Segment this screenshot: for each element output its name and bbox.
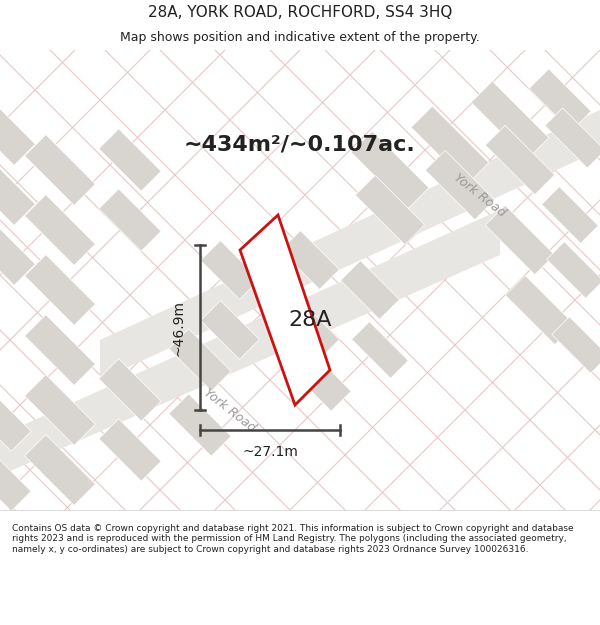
Polygon shape <box>281 231 340 289</box>
Polygon shape <box>25 314 95 386</box>
Text: Map shows position and indicative extent of the property.: Map shows position and indicative extent… <box>120 31 480 44</box>
Text: ~434m²/~0.107ac.: ~434m²/~0.107ac. <box>184 135 416 155</box>
Polygon shape <box>529 69 591 131</box>
Polygon shape <box>25 374 95 446</box>
Text: ~46.9m: ~46.9m <box>171 299 185 356</box>
Polygon shape <box>25 194 95 266</box>
Text: 28A, YORK ROAD, ROCHFORD, SS4 3HQ: 28A, YORK ROAD, ROCHFORD, SS4 3HQ <box>148 5 452 20</box>
Polygon shape <box>0 154 35 226</box>
Polygon shape <box>169 329 231 391</box>
Polygon shape <box>542 187 598 243</box>
Text: ~27.1m: ~27.1m <box>242 445 298 459</box>
Polygon shape <box>99 129 161 191</box>
Polygon shape <box>355 176 425 244</box>
Polygon shape <box>100 110 600 380</box>
Polygon shape <box>25 134 95 206</box>
Polygon shape <box>552 317 600 373</box>
Polygon shape <box>0 449 31 511</box>
Polygon shape <box>505 276 575 344</box>
Polygon shape <box>25 434 95 506</box>
Polygon shape <box>351 131 429 209</box>
Polygon shape <box>485 206 554 274</box>
Polygon shape <box>0 94 35 166</box>
Text: York Road: York Road <box>452 171 508 219</box>
Polygon shape <box>99 359 161 421</box>
Polygon shape <box>341 261 400 319</box>
Polygon shape <box>281 301 340 359</box>
Polygon shape <box>289 349 351 411</box>
Polygon shape <box>547 242 600 298</box>
Polygon shape <box>485 126 554 194</box>
Text: York Road: York Road <box>202 386 259 434</box>
Polygon shape <box>25 254 95 326</box>
Polygon shape <box>352 322 408 378</box>
Text: Contains OS data © Crown copyright and database right 2021. This information is : Contains OS data © Crown copyright and d… <box>12 524 574 554</box>
Polygon shape <box>0 214 35 286</box>
Polygon shape <box>169 394 231 456</box>
Polygon shape <box>425 151 494 219</box>
Polygon shape <box>200 241 259 299</box>
Polygon shape <box>471 81 549 159</box>
Polygon shape <box>0 210 500 480</box>
Polygon shape <box>99 189 161 251</box>
Polygon shape <box>411 106 489 184</box>
Text: 28A: 28A <box>288 310 332 330</box>
Polygon shape <box>240 215 330 405</box>
Polygon shape <box>0 389 31 451</box>
Polygon shape <box>99 419 161 481</box>
Polygon shape <box>200 301 259 359</box>
Polygon shape <box>545 108 600 168</box>
